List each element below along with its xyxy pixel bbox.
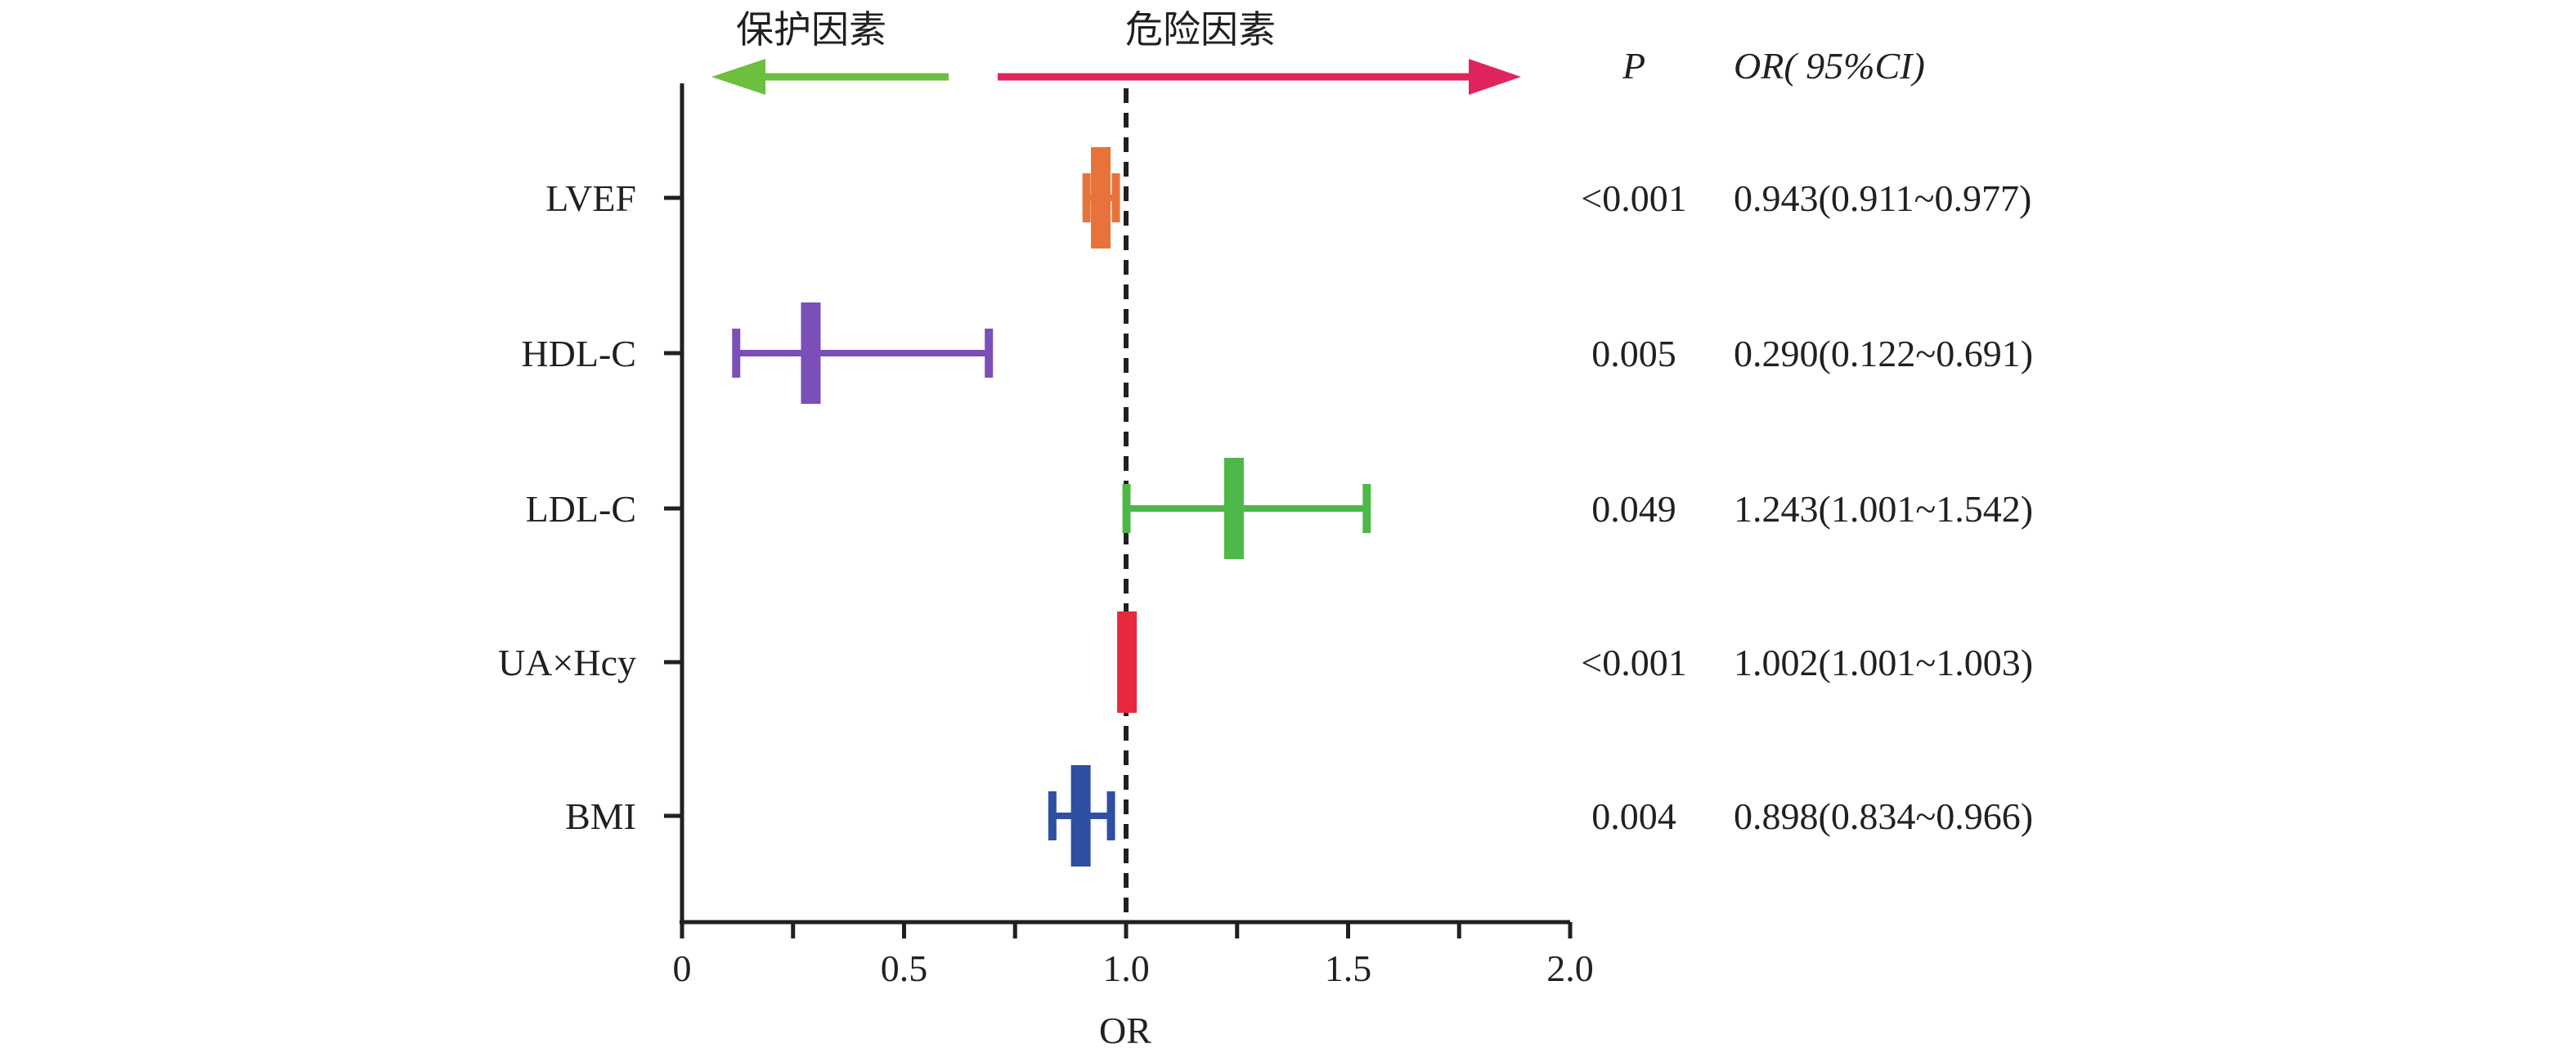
p-value: <0.001 <box>1581 642 1686 683</box>
p-column-header: P <box>1622 45 1645 87</box>
or-ci-value: 1.002(1.001~1.003) <box>1734 642 2033 683</box>
forest-row-mark <box>1048 765 1115 867</box>
p-value: 0.005 <box>1591 333 1676 374</box>
y-axis-ticks <box>664 195 682 818</box>
point-estimate <box>1117 611 1138 713</box>
x-axis-ticks: 0 0.5 1.0 1.5 2.0 <box>673 922 1594 989</box>
risk-arrow-head <box>1469 59 1521 95</box>
p-values: <0.001 0.005 0.049 <0.001 0.004 <box>1581 177 1686 837</box>
row-label: HDL-C <box>521 333 636 374</box>
point-estimate <box>1223 458 1244 559</box>
x-tick-label: 0 <box>673 947 692 989</box>
forest-row-mark <box>732 302 994 404</box>
forest-row-mark <box>1122 458 1371 559</box>
x-tick-label: 1.5 <box>1325 947 1372 989</box>
x-tick-label: 2.0 <box>1546 947 1594 989</box>
protective-arrow-head <box>711 59 765 95</box>
forest-row-mark <box>1117 611 1138 713</box>
forest-marks <box>732 147 1371 867</box>
row-label: LDL-C <box>526 488 636 530</box>
row-label: UA×Hcy <box>498 642 636 683</box>
row-label: BMI <box>565 795 636 837</box>
row-label: LVEF <box>545 177 636 219</box>
or-ci-column-header: OR( 95%CI) <box>1734 45 1925 87</box>
point-estimate <box>1070 765 1091 867</box>
or-ci-value: 0.898(0.834~0.966) <box>1734 795 2033 837</box>
p-value: 0.049 <box>1591 488 1676 530</box>
axes: 0 0.5 1.0 1.5 2.0 OR <box>664 83 1594 1051</box>
x-axis-title: OR <box>1099 1010 1151 1051</box>
direction-arrows: 保护因素 危险因素 <box>711 7 1521 95</box>
row-labels: LVEF HDL-C LDL-C UA×Hcy BMI <box>498 177 636 837</box>
p-value: <0.001 <box>1581 177 1686 219</box>
point-estimate <box>801 302 821 404</box>
or-ci-value: 1.243(1.001~1.542) <box>1734 488 2033 530</box>
or-ci-values: 0.943(0.911~0.977) 0.290(0.122~0.691) 1.24… <box>1734 177 2033 837</box>
or-ci-value: 0.290(0.122~0.691) <box>1734 333 2033 374</box>
forest-row-mark <box>1082 147 1120 249</box>
point-estimate <box>1091 147 1111 249</box>
or-ci-value: 0.943(0.911~0.977) <box>1734 177 2031 219</box>
x-tick-label: 0.5 <box>881 947 928 989</box>
protective-factor-label: 保护因素 <box>736 7 886 52</box>
risk-factor-label: 危险因素 <box>1125 7 1276 52</box>
p-value: 0.004 <box>1591 795 1676 837</box>
x-tick-label: 1.0 <box>1102 947 1150 989</box>
